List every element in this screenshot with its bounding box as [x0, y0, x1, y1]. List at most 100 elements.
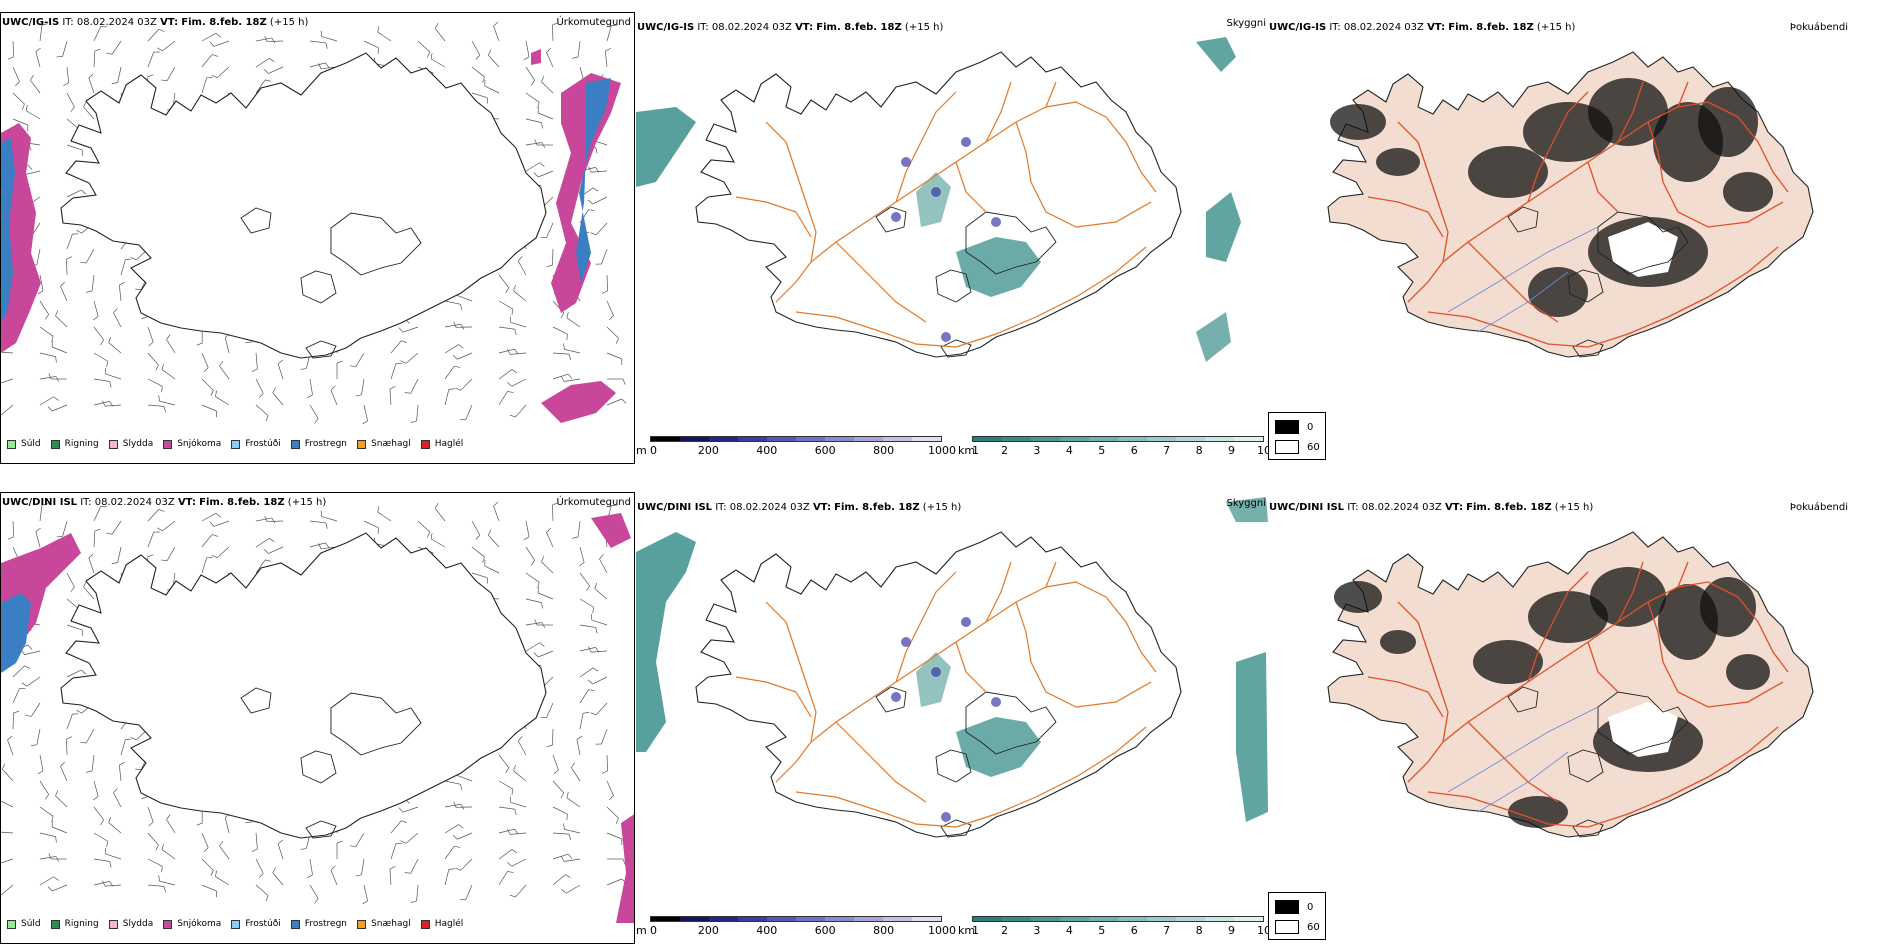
high-terrain-spot: [931, 667, 941, 677]
fog-index-area: [1726, 654, 1770, 690]
road-line: [1467, 241, 1559, 323]
glacier-outline: [965, 211, 1057, 275]
legend-item: Haglél: [420, 919, 463, 929]
panel-header: UWC/DINI ISL IT: 08.02.2024 03Z VT: Fim.…: [1269, 502, 1594, 513]
scale-bin: [1176, 917, 1205, 921]
scale-tick: 2: [1000, 444, 1008, 457]
high-terrain-spot: [891, 692, 901, 702]
legend-label: Frostúði: [245, 439, 281, 449]
road-line: [1105, 116, 1157, 193]
scale-bin: [709, 917, 738, 921]
legend-swatch: [420, 919, 430, 929]
scale-bin: [1118, 917, 1147, 921]
visibility-panel-1: UWC/IG-IS IT: 08.02.2024 03Z VT: Fim. 8.…: [636, 12, 1268, 464]
road-line: [1045, 561, 1057, 588]
panel-header: UWC/IG-IS IT: 08.02.2024 03Z VT: Fim. 8.…: [637, 22, 944, 33]
road-line: [1587, 641, 1619, 693]
scale-tick: 3: [1033, 924, 1041, 937]
glacier-outline: [940, 819, 972, 838]
panel-title: Skyggni: [1226, 498, 1266, 509]
snow-area: [591, 513, 631, 548]
fog-legend-swatch-60: [1275, 920, 1299, 934]
fog-index-area: [1473, 640, 1543, 684]
road-line: [765, 121, 817, 263]
high-terrain-spot: [891, 212, 901, 222]
fog-index-area: [1590, 567, 1666, 627]
scale-bin: [825, 437, 854, 441]
legend-swatch: [7, 439, 16, 449]
road-line: [1647, 601, 1784, 708]
fog-legend-label-60: 60: [1307, 921, 1320, 933]
road-line: [1617, 561, 1644, 623]
scale-bin: [1147, 437, 1176, 441]
panel-header: UWC/IG-IS IT: 08.02.2024 03Z VT: Fim. 8.…: [2, 17, 309, 28]
fog-index-area: [1508, 796, 1568, 828]
scale-tick: 1: [972, 444, 979, 457]
road-line: [1737, 596, 1789, 673]
road-line: [1737, 116, 1789, 193]
fog-panel-1: UWC/IG-IS IT: 08.02.2024 03Z VT: Fim. 8.…: [1268, 12, 1900, 464]
scale-tick: 2: [1000, 924, 1008, 937]
fog-index-area: [1376, 148, 1420, 176]
fog-legend-swatch-0: [1275, 420, 1299, 434]
scale-bin: [1234, 917, 1263, 921]
legend-swatch: [108, 439, 118, 449]
visibility-map-2: [636, 497, 1268, 838]
scale-tick: 800: [873, 924, 895, 937]
legend-label: Rigning: [64, 919, 99, 929]
scale-bin: [680, 437, 709, 441]
low-visibility-area: [916, 652, 951, 707]
legend-label: Frostregn: [304, 439, 348, 449]
glacier-outline: [1572, 819, 1604, 838]
scale-bin: [1002, 437, 1031, 441]
glacier-outline: [240, 687, 272, 714]
scale-bin: [709, 437, 738, 441]
legend-label: Snæhagl: [371, 439, 411, 449]
road-line: [1617, 81, 1644, 143]
panel-title: Þokuábendi: [1789, 22, 1848, 33]
legend-label: Snjókoma: [177, 439, 222, 449]
river-line: [1477, 271, 1569, 333]
scale-bin: [796, 437, 825, 441]
legend-swatch: [420, 439, 430, 449]
low-visibility-area: [636, 532, 696, 752]
road-line: [795, 246, 1147, 348]
road-line: [1367, 196, 1444, 238]
precip-map-1: [1, 21, 627, 425]
low-visibility-area: [1196, 37, 1236, 72]
glacier-outline: [875, 686, 907, 713]
road-line: [955, 641, 987, 693]
fog-legend-label-60: 60: [1307, 441, 1320, 453]
legend-swatch: [163, 919, 173, 929]
scale-bin: [1060, 437, 1089, 441]
visibility-panel-2: UWC/DINI ISL IT: 08.02.2024 03Z VT: Fim.…: [636, 492, 1268, 944]
scale-tick: 200: [697, 444, 719, 457]
road-line: [735, 676, 812, 718]
snow-area: [616, 814, 634, 923]
fog-map-2: [1327, 531, 1814, 838]
scale-bin: [1147, 917, 1176, 921]
scale-bin: [1031, 917, 1060, 921]
legend-swatch: [290, 439, 300, 449]
fog-index-area: [1330, 104, 1386, 140]
glacier-outline: [330, 212, 422, 276]
high-terrain-spot: [901, 637, 911, 647]
legend-swatch: [231, 439, 241, 449]
road-line: [1367, 676, 1444, 718]
scale-tick: 8: [1195, 444, 1203, 457]
visibility-scale: km 1 2 3 4 5 6 7 8 9 10: [958, 916, 1268, 940]
scale-bin: [1089, 917, 1118, 921]
low-visibility-area: [1196, 312, 1231, 362]
river-line: [1447, 706, 1599, 793]
fog-legend: 0 60: [1268, 412, 1326, 460]
road-line: [1677, 81, 1689, 108]
legend-swatch: [50, 919, 60, 929]
scale-tick: 7: [1163, 924, 1171, 937]
legend-swatch: [108, 919, 118, 929]
scale-bin: [973, 917, 1002, 921]
legend-item: Snæhagl: [357, 919, 411, 929]
scale-bin: [854, 437, 883, 441]
low-visibility-area: [1226, 497, 1268, 522]
freezing-rain-area: [1, 138, 15, 323]
fog-index-area: [1334, 581, 1382, 613]
